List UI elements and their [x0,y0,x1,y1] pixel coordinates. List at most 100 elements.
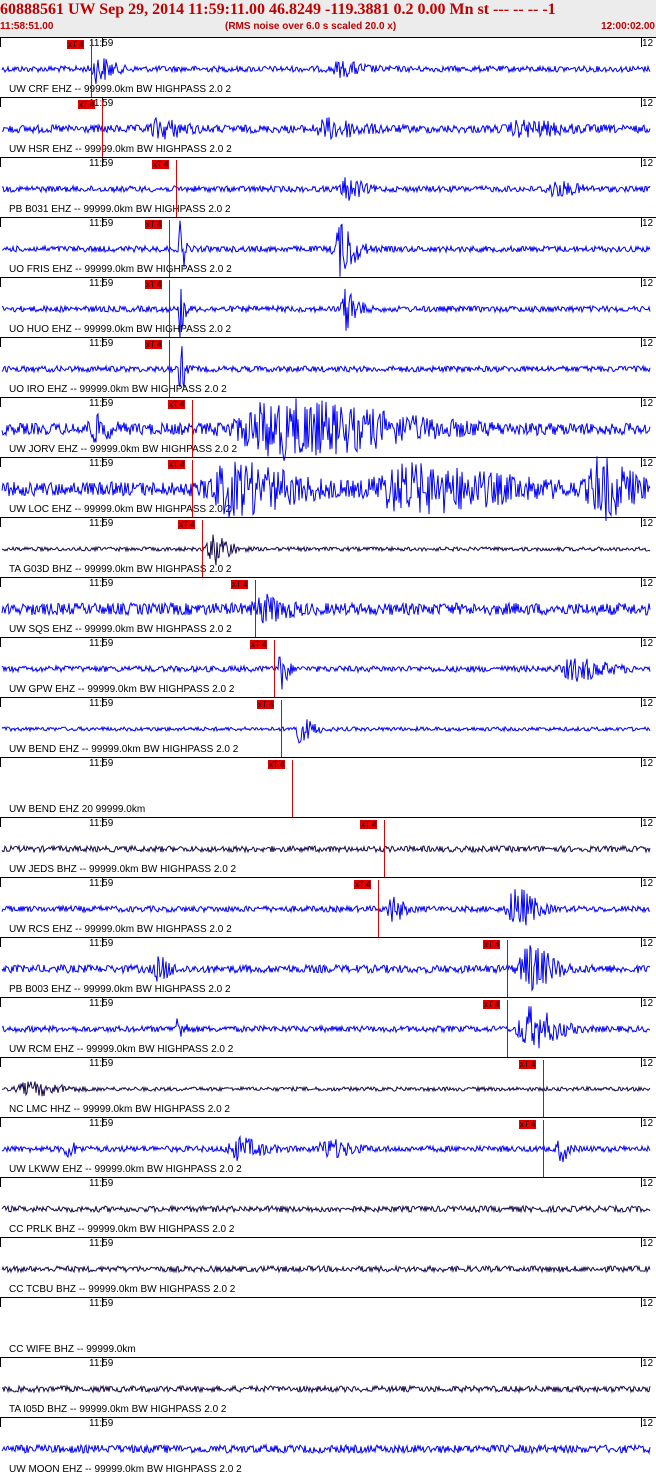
minute-label: 11:59 [89,1298,114,1309]
pick-line [507,1000,508,1057]
station-label: CC TCBU BHZ -- 99999.0km BW HIGHPASS 2.0… [9,1284,236,1295]
waveform [1,889,651,926]
waveform [1,456,651,522]
station-label: TA G03D BHZ -- 99999.0km BW HIGHPASS 2.0… [9,564,232,575]
station-label: UW BEND EHZ 20 99999.0km [9,804,146,815]
minute-label: 11:59 [89,518,114,529]
station-label: CC WIFE BHZ -- 99999.0km [9,1344,136,1355]
station-label: PB B031 EHZ -- 99999.0km BW HIGHPASS 2.0… [9,204,231,215]
waveform [1,1006,651,1049]
pick-marker[interactable]: xT 4 [354,880,372,889]
pick-marker[interactable]: xT 4 [178,520,196,529]
waveform [1,534,651,566]
end-tick-label: 12 [642,218,654,229]
waveform [1,398,651,461]
pick-marker[interactable]: xT 4 [145,340,163,349]
minute-label: 11:59 [89,158,114,169]
pick-line [378,880,379,937]
pick-line [281,700,282,757]
minute-label: 11:59 [89,878,114,889]
minute-label: 11:59 [89,578,114,589]
pick-marker[interactable]: xT 4 [168,460,186,469]
end-tick-label: 12 [642,998,654,1009]
pick-marker[interactable]: xT 4 [519,1060,537,1069]
station-label: UW LKWW EHZ -- 99999.0km BW HIGHPASS 2.0… [9,1164,242,1175]
pick-line [202,520,203,577]
pick-marker[interactable]: xT 4 [231,580,249,589]
station-label: NC LMC HHZ -- 99999.0km BW HIGHPASS 2.0 … [9,1104,230,1115]
waveform [1,1081,651,1097]
end-tick-label: 12 [642,1358,654,1369]
pick-marker[interactable]: xT 4 [145,220,163,229]
waveform [1,593,651,624]
end-tick-label: 12 [642,698,654,709]
pick-line [292,760,293,817]
pick-line [255,580,256,637]
end-tick-label: 12 [642,878,654,889]
waveform [1,1264,651,1274]
waveform [1,177,651,201]
end-tick-label: 12 [642,758,654,769]
pick-marker[interactable]: xT 4 [152,160,170,169]
station-label: UW BEND EHZ -- 99999.0km BW HIGHPASS 2.0… [9,744,239,755]
waveform [1,844,651,854]
pick-marker[interactable]: xT 4 [483,940,501,949]
minute-label: 11:59 [89,698,114,709]
pick-marker[interactable]: xT 4 [268,760,286,769]
station-label: PB B003 EHZ -- 99999.0km BW HIGHPASS 2.0… [9,984,231,995]
pick-line [102,100,103,157]
waveform [1,1134,651,1163]
waveform [1,1443,651,1455]
end-tick-label: 12 [642,278,654,289]
end-tick-label: 12 [642,578,654,589]
seismogram-panel: 11:59 12 UW CRF EHZ -- 99999.0km BW HIGHPA… [0,37,656,1478]
waveform [1,58,651,84]
pick-marker[interactable]: xT 4 [250,640,268,649]
record-header: 60888561 UW Sep 29, 2014 11:59:11.00 46.… [0,0,656,37]
station-label: UW GPW EHZ -- 99999.0km BW HIGHPASS 2.0 … [9,684,235,695]
pick-marker[interactable]: xT 4 [483,1000,501,1009]
pick-marker[interactable]: xT 4 [519,1120,537,1129]
end-tick-label: 12 [642,398,654,409]
minute-label: 11:59 [89,638,114,649]
station-label: UO FRIS EHZ -- 99999.0km BW HIGHPASS 2.0… [9,264,232,275]
end-tick-label: 12 [642,518,654,529]
start-time: 11:58:51.00 [0,21,54,32]
end-tick-label: 12 [642,1298,654,1309]
pick-marker[interactable]: xT 4 [360,820,378,829]
pick-marker[interactable]: xT 4 [145,280,163,289]
pick-line [91,40,92,97]
station-label: UW RCS EHZ -- 99999.0km BW HIGHPASS 2.0 … [9,924,232,935]
end-tick-label: 12 [642,1178,654,1189]
pick-marker[interactable]: xT 4 [67,40,85,49]
noise-scale-note: (RMS noise over 6.0 s scaled 20.0 x) [225,21,397,32]
waveform [1,719,651,744]
minute-label: 11:59 [89,218,114,229]
station-label: TA I05D BHZ -- 99999.0km BW HIGHPASS 2.0… [9,1404,227,1415]
station-label: UW MOON EHZ -- 99999.0km BW HIGHPASS 2.0… [9,1464,242,1475]
pick-line [169,220,170,277]
end-tick-label: 12 [642,1118,654,1129]
waveform [1,1384,651,1394]
waveform [1,1204,651,1214]
waveform [1,116,651,141]
end-tick-label: 12 [642,638,654,649]
pick-marker[interactable]: xT 4 [257,700,275,709]
station-label: UO IRO EHZ -- 99999.0km BW HIGHPASS 2.0 … [9,384,227,395]
end-tick-label: 12 [642,38,654,49]
pick-line [169,280,170,337]
minute-label: 11:59 [89,398,114,409]
pick-marker[interactable]: xT 4 [78,100,96,109]
pick-line [192,400,193,457]
pick-line [543,1120,544,1177]
station-label: UW RCM EHZ -- 99999.0km BW HIGHPASS 2.0 … [9,1044,234,1055]
end-tick-label: 12 [642,938,654,949]
waveform [1,346,651,389]
end-tick-label: 12 [642,1238,654,1249]
station-label: UO HUO EHZ -- 99999.0km BW HIGHPASS 2.0 … [9,324,232,335]
minute-label: 11:59 [89,1118,114,1129]
pick-line [169,340,170,397]
end-tick-label: 12 [642,1418,654,1429]
end-tick-label: 12 [642,458,654,469]
pick-marker[interactable]: xT 4 [168,400,186,409]
